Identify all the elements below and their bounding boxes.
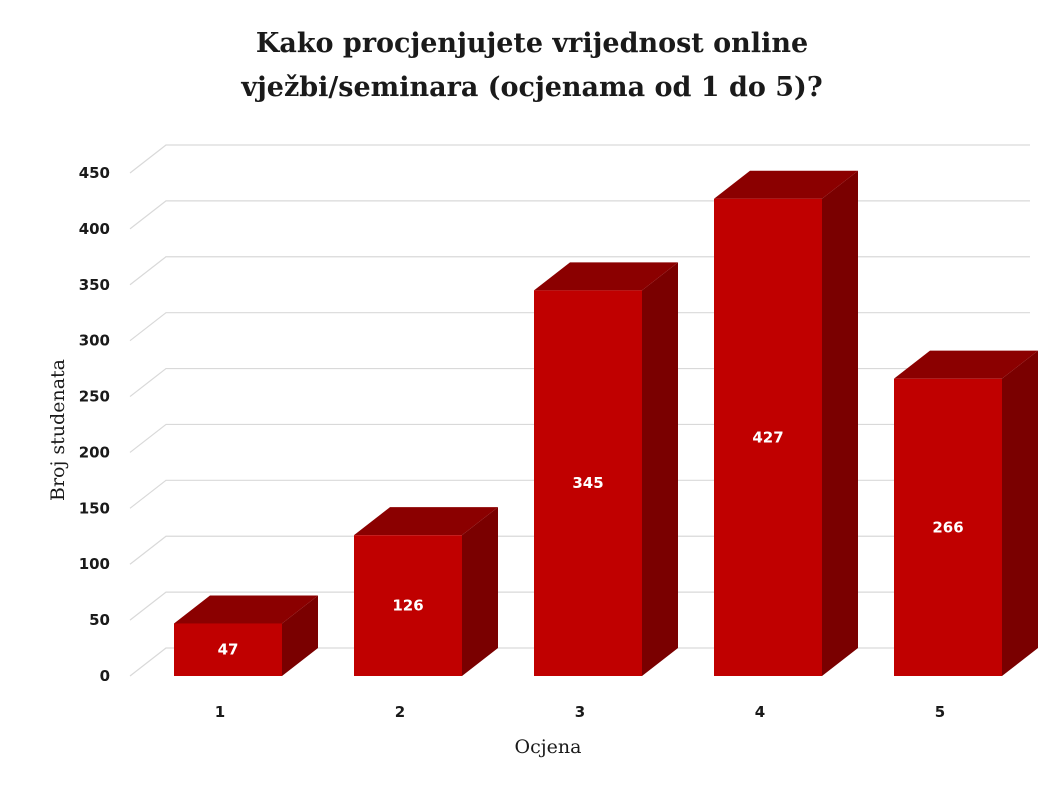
bar-side-1	[282, 595, 318, 676]
y-tick-label-50: 50	[89, 611, 110, 629]
bar-side-5	[1002, 350, 1038, 676]
gridlines	[129, 144, 1030, 677]
x-tick-label-3: 3	[575, 703, 585, 721]
bars: 47 126 345 427 266	[174, 170, 1038, 676]
gridline-450	[129, 144, 1030, 174]
bar-5: 266	[894, 350, 1038, 676]
bar-4: 427	[714, 170, 858, 676]
y-tick-label-150: 150	[79, 499, 110, 517]
bar-1: 47	[174, 595, 318, 676]
chart-title-line-1: Kako procjenjujete vrijednost online	[256, 28, 808, 59]
bar-top-4	[714, 170, 858, 199]
y-tick-label-0: 0	[100, 667, 110, 685]
bar-3: 345	[534, 262, 678, 676]
bar-side-2	[462, 507, 498, 676]
data-label-2: 126	[392, 597, 423, 615]
x-axis-ticks: 1 2 3 4 5	[215, 703, 945, 721]
bar-front-4	[714, 198, 822, 676]
bar-front-3	[534, 290, 642, 676]
x-tick-label-4: 4	[755, 703, 765, 721]
data-label-4: 427	[752, 428, 783, 446]
y-tick-label-350: 350	[79, 276, 110, 294]
x-tick-label-1: 1	[215, 703, 225, 721]
bar-top-2	[354, 507, 498, 536]
bar-top-3	[534, 262, 678, 291]
x-tick-label-5: 5	[935, 703, 945, 721]
y-tick-label-300: 300	[79, 332, 110, 350]
bar-top-1	[174, 595, 318, 624]
y-tick-label-100: 100	[79, 555, 110, 573]
x-tick-label-2: 2	[395, 703, 405, 721]
bar-front-1	[174, 623, 282, 676]
y-axis-ticks: 0 50 100 150 200 250 300 350 400 450	[79, 164, 110, 685]
y-tick-label-250: 250	[79, 388, 110, 406]
bar-top-5	[894, 350, 1038, 379]
data-label-3: 345	[572, 474, 603, 492]
bar-front-2	[354, 535, 462, 676]
bar-2: 126	[354, 507, 498, 676]
data-label-5: 266	[932, 518, 963, 536]
bar-side-4	[822, 170, 858, 676]
data-label-1: 47	[218, 641, 239, 659]
y-axis-title: Broj studenata	[47, 359, 69, 501]
bar-side-3	[642, 262, 678, 676]
y-tick-label-400: 400	[79, 220, 110, 238]
y-tick-label-200: 200	[79, 443, 110, 461]
gridline-400	[129, 200, 1030, 230]
x-axis-title: Ocjena	[515, 736, 582, 758]
chart-title-line-2: vježbi/seminara (ocjenama od 1 do 5)?	[240, 72, 822, 103]
bar-front-5	[894, 378, 1002, 676]
y-tick-label-450: 450	[79, 164, 110, 182]
